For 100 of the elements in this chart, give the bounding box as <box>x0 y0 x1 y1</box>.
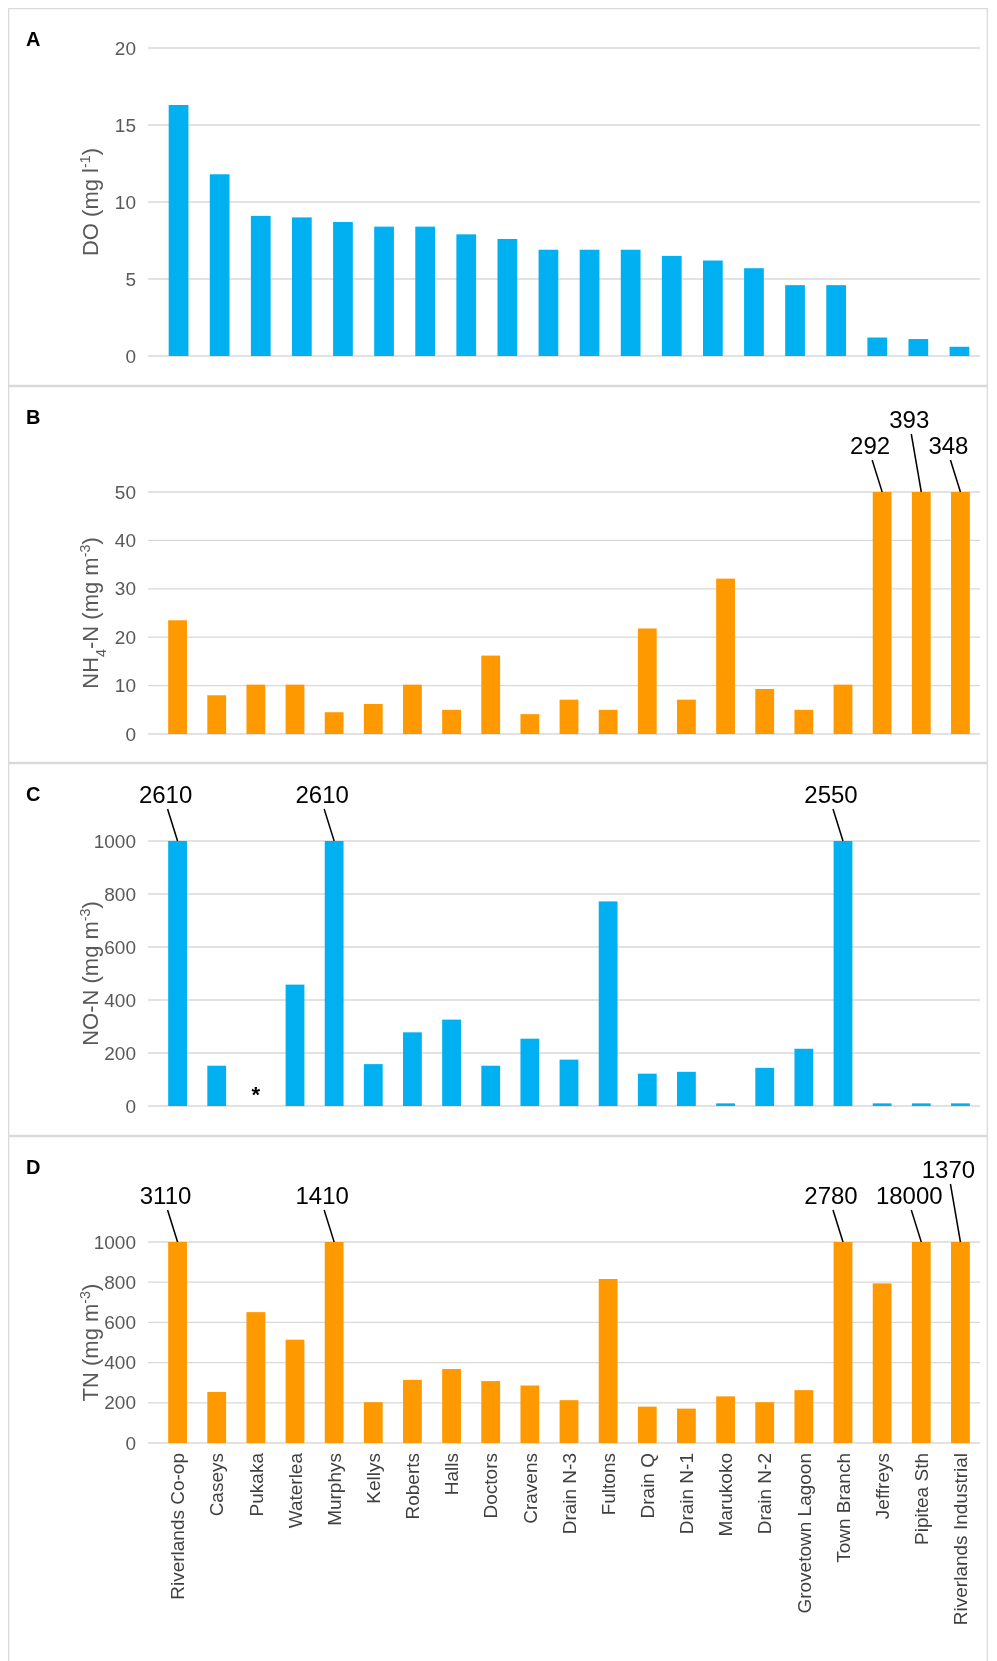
bar <box>207 695 227 734</box>
x-tick-label: Grovetown Lagoon <box>793 1453 815 1614</box>
annotation: 1370 <box>921 1156 976 1183</box>
bar <box>403 1379 422 1443</box>
bar <box>579 249 600 356</box>
bar <box>908 339 929 356</box>
bar <box>755 688 775 734</box>
annotation: 18000 <box>875 1182 943 1209</box>
x-tick-label: Halls <box>441 1453 463 1496</box>
bar <box>951 1242 970 1443</box>
bar <box>538 249 559 356</box>
bar <box>559 699 579 734</box>
x-tick-label: Jeffreys <box>871 1453 893 1520</box>
bar <box>324 841 344 1106</box>
chart-title: D <box>26 1156 41 1178</box>
bar <box>497 238 518 356</box>
bar <box>246 684 266 734</box>
x-tick-label: Marukoko <box>715 1453 737 1537</box>
bar <box>785 285 805 356</box>
bar <box>324 712 344 734</box>
bar <box>442 1369 461 1443</box>
bar <box>872 1103 892 1106</box>
bar <box>951 492 970 734</box>
bar <box>285 684 305 734</box>
y-tick-label: 5 <box>125 268 136 290</box>
bar <box>363 703 383 734</box>
annotation: 2550 <box>804 781 858 808</box>
y-tick-label: 0 <box>125 723 136 745</box>
y-tick-label: 20 <box>114 626 136 648</box>
y-tick-label: 0 <box>125 1095 136 1117</box>
bar <box>833 1242 853 1443</box>
bar <box>794 1048 814 1106</box>
x-tick-label: Drain N-2 <box>754 1453 776 1535</box>
bar <box>598 709 618 734</box>
bar <box>403 1032 422 1106</box>
y-tick-label: 400 <box>104 989 136 1011</box>
annotation: * <box>251 1082 261 1107</box>
bar <box>442 1019 461 1106</box>
bar <box>826 285 847 356</box>
bar <box>872 492 892 734</box>
bar <box>415 226 436 356</box>
bar <box>867 337 888 356</box>
x-tick-label: Fultons <box>597 1453 619 1516</box>
bar <box>677 699 696 734</box>
annotation: 292 <box>850 432 891 459</box>
bar <box>661 255 682 356</box>
bar <box>949 346 970 356</box>
x-tick-label: Town Branch <box>832 1453 854 1563</box>
bar <box>285 984 305 1106</box>
x-tick-label: Murphys <box>323 1453 345 1526</box>
x-tick-label: Pipitea Sth <box>910 1453 932 1545</box>
chart-title: B <box>26 406 41 428</box>
bar <box>951 1103 970 1106</box>
bar <box>755 1402 775 1443</box>
y-tick-label: 800 <box>104 883 136 905</box>
y-tick-label: 20 <box>114 37 136 59</box>
y-tick-label: 400 <box>104 1352 136 1374</box>
x-tick-label: Kellys <box>362 1453 384 1504</box>
bar <box>442 709 461 734</box>
y-tick-label: 0 <box>125 1432 136 1454</box>
bar <box>403 684 422 734</box>
bar <box>207 1065 227 1106</box>
bar <box>324 1242 344 1443</box>
bar <box>520 714 540 734</box>
bar <box>168 104 189 356</box>
annotation: 2780 <box>804 1182 858 1209</box>
bar <box>702 260 723 356</box>
bar <box>291 217 312 356</box>
bar <box>363 1402 383 1443</box>
y-tick-label: 200 <box>104 1042 136 1064</box>
y-tick-label: 50 <box>114 481 136 503</box>
bar <box>911 492 931 734</box>
bar <box>481 1065 501 1106</box>
y-tick-label: 30 <box>114 578 136 600</box>
bar <box>481 1381 501 1443</box>
bar <box>168 620 187 734</box>
bar <box>794 1390 814 1443</box>
y-tick-label: 600 <box>104 1312 136 1334</box>
x-tick-label: Doctors <box>480 1453 502 1519</box>
x-tick-label: Drain N-3 <box>558 1453 580 1535</box>
y-tick-label: 1000 <box>93 830 136 852</box>
y-tick-label: 200 <box>104 1392 136 1414</box>
x-tick-label: Caseys <box>206 1453 228 1517</box>
annotation: 348 <box>928 432 969 459</box>
bar <box>744 268 764 356</box>
bar <box>911 1103 931 1106</box>
bar <box>456 234 477 356</box>
x-tick-label: Riverlands Co-op <box>167 1453 189 1600</box>
x-tick-label: Cravens <box>519 1453 541 1524</box>
bar <box>872 1283 892 1443</box>
y-tick-label: 0 <box>125 345 136 367</box>
bar <box>168 1242 187 1443</box>
x-tick-label: Drain Q <box>636 1453 658 1519</box>
annotation: 3110 <box>139 1182 192 1209</box>
annotation: 393 <box>889 406 930 433</box>
annotation: 2610 <box>295 781 349 808</box>
bar <box>598 901 618 1106</box>
bar <box>363 1064 383 1106</box>
bar <box>677 1071 696 1106</box>
y-tick-label: 10 <box>114 191 136 213</box>
